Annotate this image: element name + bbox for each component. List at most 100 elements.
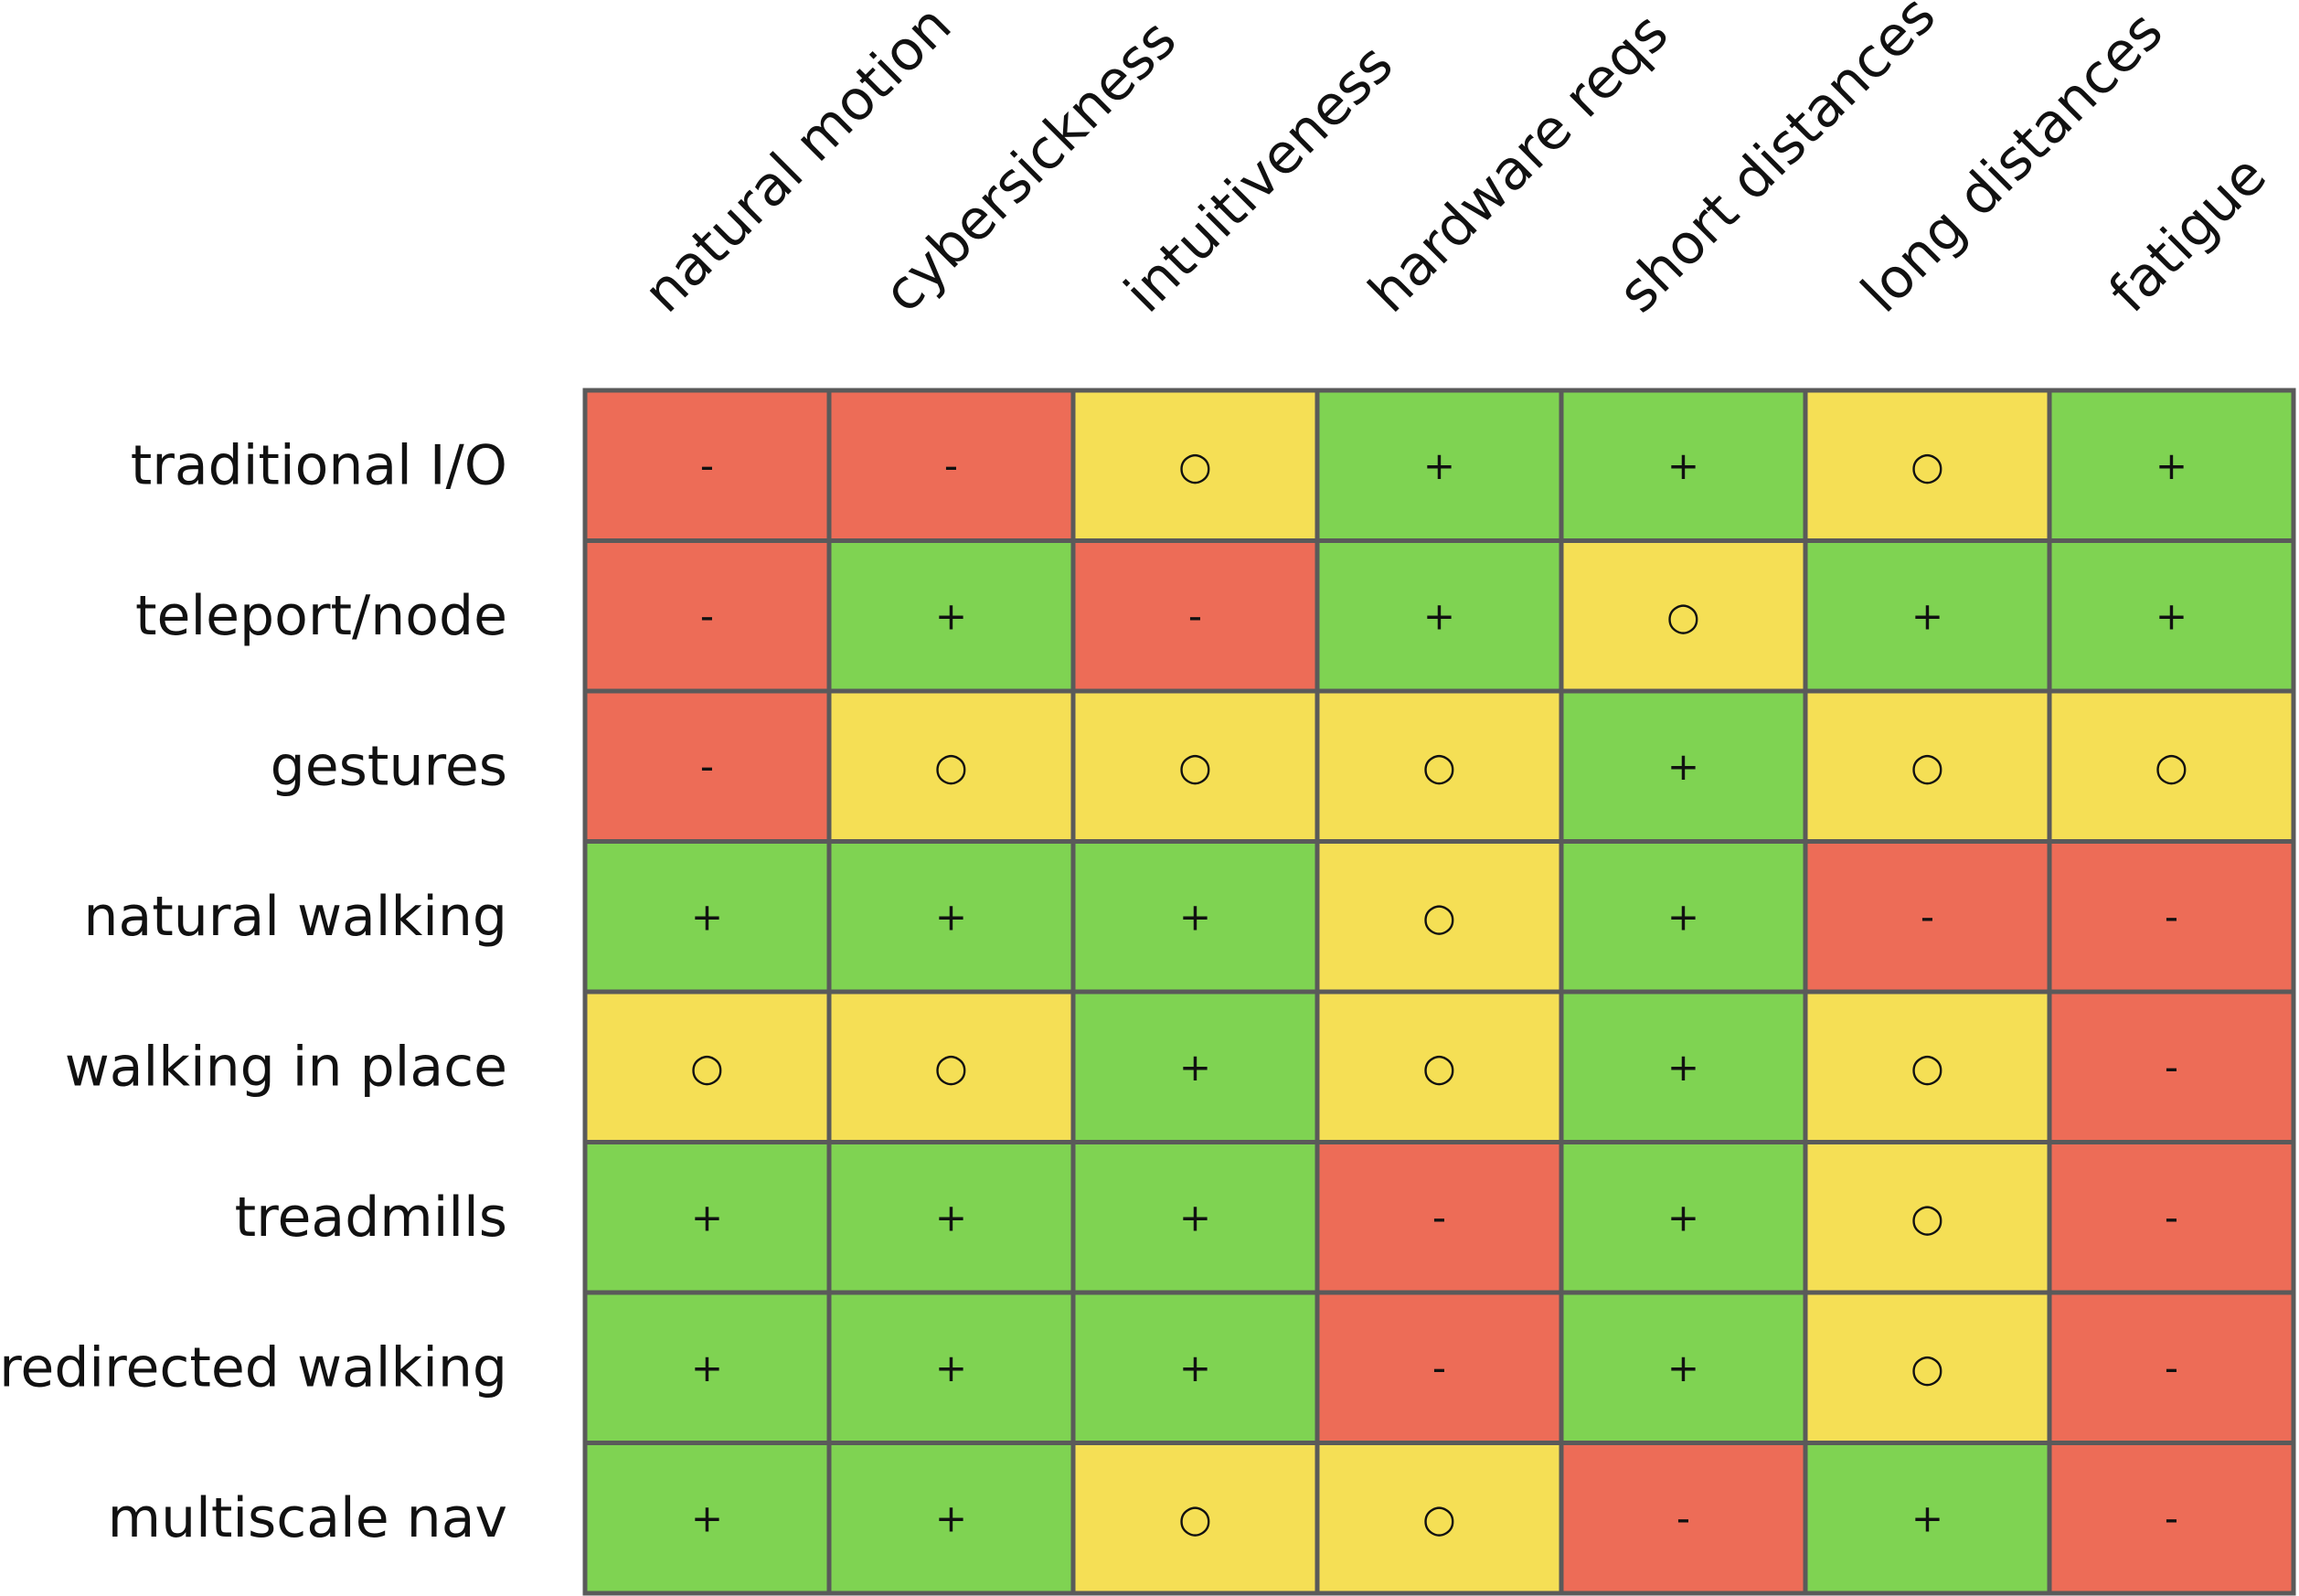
cell-rating-symbol: ○ [1422,894,1456,939]
matrix-cell [582,538,832,694]
cell-rating-symbol: ○ [1666,593,1700,638]
cell-rating-symbol: + [1667,1195,1699,1240]
cell-rating-symbol: + [935,894,967,939]
cell-rating-symbol: - [2165,1495,2178,1540]
row-labels: traditional I/O teleport/node gestures natu… [0,433,507,1550]
column-label-fatigue: fatigue [2097,144,2279,325]
matrix-cell [1070,989,1320,1144]
cell-rating-symbol: + [1667,894,1699,939]
cell-rating-symbol: + [2155,443,2187,488]
matrix-cell [1559,1290,1808,1445]
cell-rating-symbol: ○ [1422,1495,1456,1540]
cell-rating-symbol: ○ [2155,744,2188,789]
cell-rating-symbol: + [1179,894,1211,939]
cell-rating-symbol: ○ [1178,744,1212,789]
matrix-cell [1559,1140,1808,1295]
cell-rating-symbol: ○ [1911,1195,1944,1240]
cell-rating-symbol: - [1676,1495,1690,1540]
cell-rating-symbol: + [1667,1045,1699,1090]
matrix-cell [1803,839,2052,995]
cell-rating-symbol: - [1921,894,1934,939]
cell-rating-symbol: + [691,1495,723,1540]
cell-rating-symbol: + [935,1495,967,1540]
cell-rating-symbol: ○ [1911,1045,1944,1090]
cell-rating-symbol: + [691,1346,723,1390]
cell-rating-symbol: - [1188,593,1202,638]
row-label-multiscale-nav: multiscale nav [108,1486,507,1550]
cell-rating-symbol: + [1423,443,1455,488]
column-labels: natural motioncybersicknessintuitiveness… [632,0,2279,325]
matrix-cell [1070,839,1320,995]
cell-rating-symbol: ○ [1422,1045,1456,1090]
cell-rating-symbol: - [700,443,714,488]
row-label-treadmills: treadmills [235,1186,507,1250]
row-label-redirected-walking: redirected walking [0,1335,507,1399]
cell-rating-symbol: + [1911,593,1943,638]
matrix-cell [1070,1441,1320,1596]
matrix-cell [2047,1290,2296,1445]
cell-rating-symbol: + [1667,443,1699,488]
matrix-cell [826,688,1076,844]
matrix-cell [1070,538,1320,694]
matrix-cell [1314,1140,1564,1295]
matrix-cell [1803,388,2052,543]
cell-rating-symbol: - [2165,894,2178,939]
cell-rating-symbol: + [1179,1195,1211,1240]
cell-rating-symbol: + [691,894,723,939]
cell-rating-symbol: - [700,744,714,789]
cell-rating-symbol: ○ [1911,744,1944,789]
cell-rating-symbol: ○ [1422,744,1456,789]
cell-rating-symbol: - [2165,1045,2178,1090]
matrix-cell [1803,538,2052,694]
cell-rating-symbol: + [1179,1346,1211,1390]
cell-rating-symbol: + [1423,593,1455,638]
matrix-cell [1314,839,1564,995]
matrix-cell [826,1441,1076,1596]
row-label-walking-in-place: walking in place [65,1035,507,1099]
matrix-cell [2047,1140,2296,1295]
cell-rating-symbol: + [1911,1495,1943,1540]
cell-rating-symbol: ○ [1911,443,1944,488]
cell-rating-symbol: + [2155,593,2187,638]
row-label-gestures: gestures [271,734,507,798]
matrix-cell [582,1441,832,1596]
cell-rating-symbol: + [935,1195,967,1240]
matrix-cell [1070,688,1320,844]
cell-rating-symbol: - [2165,1195,2178,1240]
cell-rating-symbol: ○ [1178,443,1212,488]
matrix-cell [826,839,1076,995]
matrix-cell [1314,1290,1564,1445]
cell-rating-symbol: + [935,593,967,638]
cell-rating-symbol: - [1432,1195,1446,1240]
matrix-cell [1559,538,1808,694]
cell-rating-symbol: - [700,593,714,638]
cell-rating-symbol: ○ [690,1045,724,1090]
row-label-teleport-node: teleport/node [135,584,507,648]
cell-rating-symbol: ○ [934,1045,968,1090]
matrix-cell [582,688,832,844]
cell-rating-symbol: + [1179,1045,1211,1090]
matrix-cell [2047,989,2296,1144]
matrix-cell [1070,1140,1320,1295]
matrix-cell [1314,688,1564,844]
cell-rating-symbol: + [691,1195,723,1240]
matrix-cell [2047,538,2296,694]
row-label-natural-walking: natural walking [83,885,507,949]
cell-rating-symbol: ○ [1911,1346,1944,1390]
matrix-cell [1559,839,1808,995]
cell-rating-symbol: + [1667,1346,1699,1390]
matrix-cell [1559,688,1808,844]
cell-rating-symbol: - [1432,1346,1446,1390]
cell-rating-symbol: ○ [1178,1495,1212,1540]
matrix-cells: - - ○ + + ○ + - + - + ○ + + - ○ ○ ○ + ○ ○ + + + ○ + - - ○ ○ + ○ + ○ - + + + - +… [582,388,2296,1596]
matrix-cell [826,1290,1076,1445]
matrix-cell [1314,989,1564,1144]
matrix-border [582,388,2296,1596]
cell-rating-symbol: + [1667,744,1699,789]
cell-rating-symbol: - [2165,1346,2178,1390]
cell-rating-symbol: - [944,443,958,488]
row-label-traditional-i-o: traditional I/O [131,433,507,497]
cell-rating-symbol: ○ [934,744,968,789]
